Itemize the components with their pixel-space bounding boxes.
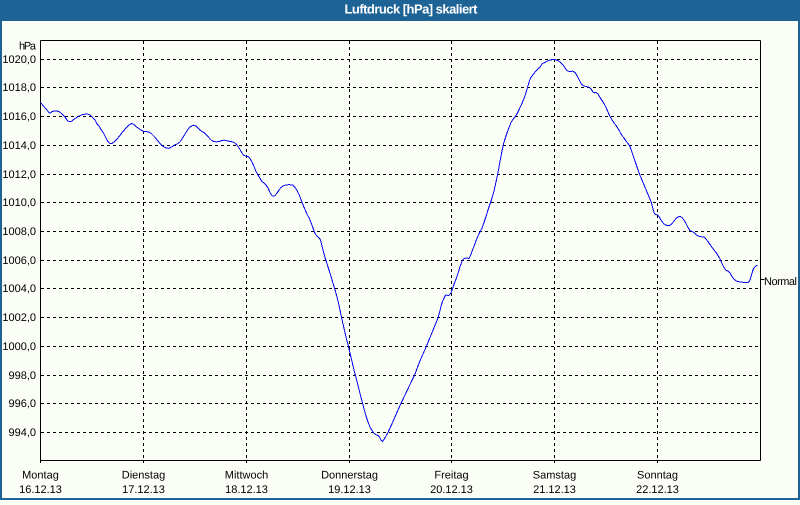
svg-text:1012,0: 1012,0 <box>2 169 36 181</box>
svg-text:1008,0: 1008,0 <box>2 226 36 238</box>
svg-text:1006,0: 1006,0 <box>2 255 36 267</box>
svg-text:1014,0: 1014,0 <box>2 140 36 152</box>
svg-text:hPa: hPa <box>19 41 37 53</box>
svg-text:Donnerstag: Donnerstag <box>321 470 378 482</box>
svg-text:Freitag: Freitag <box>434 470 468 482</box>
svg-text:17.12.13: 17.12.13 <box>122 484 165 496</box>
svg-text:994,0: 994,0 <box>8 427 36 439</box>
svg-text:1010,0: 1010,0 <box>2 197 36 209</box>
svg-text:18.12.13: 18.12.13 <box>225 484 268 496</box>
svg-text:1004,0: 1004,0 <box>2 283 36 295</box>
svg-text:20.12.13: 20.12.13 <box>430 484 473 496</box>
svg-text:Luftdruck [hPa] skaliert: Luftdruck [hPa] skaliert <box>345 2 479 17</box>
svg-text:21.12.13: 21.12.13 <box>533 484 576 496</box>
svg-text:Sonntag: Sonntag <box>637 470 678 482</box>
svg-text:Samstag: Samstag <box>533 470 576 482</box>
svg-text:1000,0: 1000,0 <box>2 341 36 353</box>
svg-text:996,0: 996,0 <box>8 398 36 410</box>
svg-text:1020,0: 1020,0 <box>2 54 36 66</box>
svg-text:16.12.13: 16.12.13 <box>19 484 62 496</box>
svg-text:Montag: Montag <box>22 470 59 482</box>
svg-text:Dienstag: Dienstag <box>122 470 165 482</box>
svg-text:22.12.13: 22.12.13 <box>636 484 679 496</box>
svg-text:Normal: Normal <box>764 276 797 288</box>
svg-text:19.12.13: 19.12.13 <box>328 484 371 496</box>
svg-text:1018,0: 1018,0 <box>2 82 36 94</box>
svg-text:1002,0: 1002,0 <box>2 312 36 324</box>
svg-text:1016,0: 1016,0 <box>2 111 36 123</box>
svg-text:998,0: 998,0 <box>8 370 36 382</box>
svg-text:Mittwoch: Mittwoch <box>225 470 268 482</box>
